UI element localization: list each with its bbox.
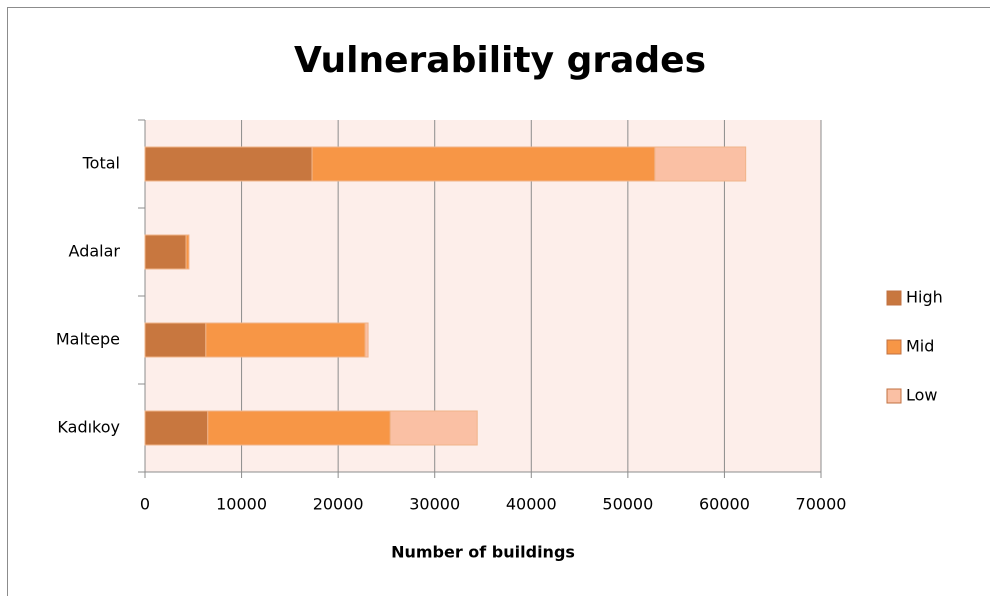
- bar-segment: [208, 411, 391, 445]
- x-tick-label: 60000: [699, 495, 750, 514]
- x-tick-label: 70000: [796, 495, 847, 514]
- x-tick-label: 30000: [409, 495, 460, 514]
- bar-segment: [186, 235, 189, 269]
- legend-label: Low: [906, 386, 938, 405]
- bar-segment: [145, 235, 186, 269]
- y-tick-label: Maltepe: [56, 330, 120, 349]
- x-tick-label: 50000: [602, 495, 653, 514]
- chart-title: Vulnerability grades: [294, 40, 706, 81]
- x-tick-label: 10000: [216, 495, 267, 514]
- y-tick-label: Adalar: [69, 242, 121, 261]
- bar-segment: [145, 147, 312, 181]
- bar-segment: [145, 323, 206, 357]
- legend-label: Mid: [906, 337, 934, 356]
- bar-segment: [390, 411, 477, 445]
- x-tick-label: 20000: [313, 495, 364, 514]
- legend-swatch: [887, 389, 901, 403]
- legend-label: High: [906, 288, 943, 307]
- x-tick-label: 0: [140, 495, 150, 514]
- x-tick-label: 40000: [506, 495, 557, 514]
- y-tick-label: Total: [82, 154, 120, 173]
- legend-swatch: [887, 340, 901, 354]
- bar-segment: [206, 323, 365, 357]
- bar-segment: [655, 147, 746, 181]
- bar-segment: [365, 323, 368, 357]
- x-axis-label: Number of buildings: [391, 543, 575, 562]
- bar-segment: [145, 411, 208, 445]
- legend-swatch: [887, 291, 901, 305]
- y-tick-label: Kadıkoy: [57, 418, 120, 437]
- bar-segment: [312, 147, 655, 181]
